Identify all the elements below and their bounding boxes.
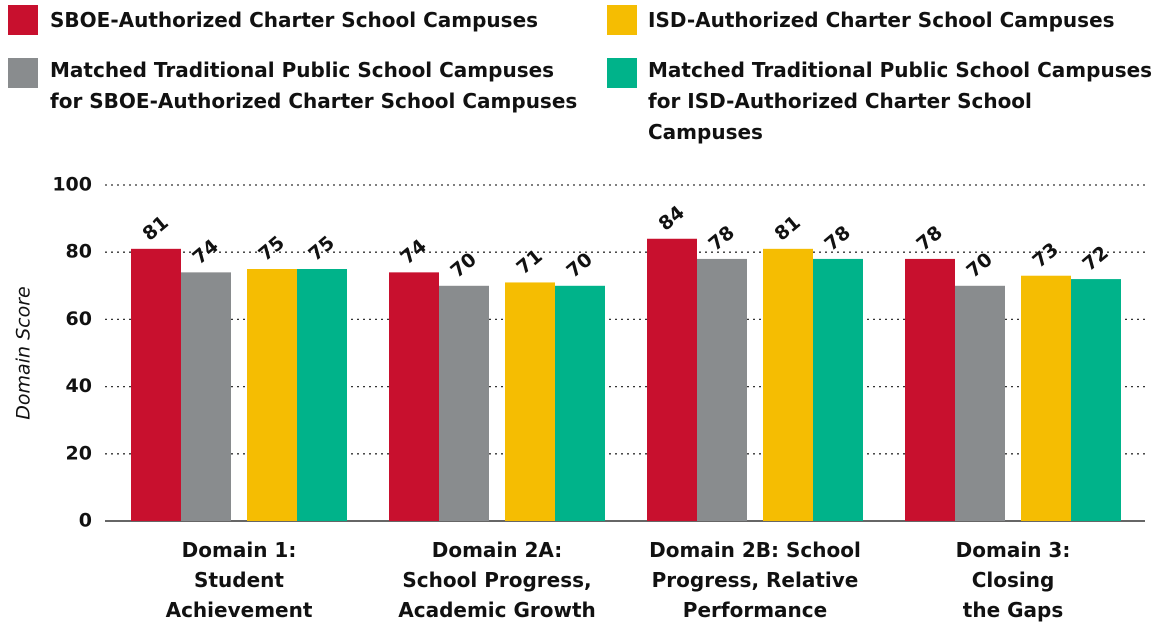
legend-label: ISD-Authorized Charter School Campuses [648, 8, 1115, 32]
bar [1021, 275, 1071, 521]
bar [439, 285, 489, 521]
data-label: 70 [562, 248, 596, 282]
bar [555, 285, 605, 521]
bar [763, 248, 813, 521]
bar [905, 258, 955, 521]
bar [647, 238, 697, 521]
bar [247, 269, 297, 521]
data-label: 70 [962, 248, 996, 282]
legend-label: Matched Traditional Public School Campus… [50, 58, 578, 113]
legend-label: Matched Traditional Public School Campus… [648, 58, 1153, 144]
y-axis-label: Domain Score [13, 286, 35, 419]
data-label: 75 [304, 232, 338, 266]
bar [181, 272, 231, 521]
data-label: 84 [654, 201, 688, 235]
y-tick-label: 20 [66, 442, 92, 464]
data-label: 81 [770, 212, 804, 246]
y-tick-label: 0 [79, 510, 92, 532]
data-label: 75 [254, 232, 288, 266]
legend-swatch [607, 5, 637, 35]
data-label: 70 [446, 248, 480, 282]
data-label: 71 [512, 245, 546, 279]
x-tick-label: Domain 1: Student Achievement [165, 538, 313, 622]
bar [297, 269, 347, 521]
x-tick-label: Domain 2A: School Progress, Academic Gro… [398, 538, 596, 622]
bar [1071, 279, 1121, 521]
x-tick-label: Domain 2B: School Progress, Relative Per… [649, 538, 861, 622]
bar [813, 258, 863, 521]
y-tick-label: 40 [66, 375, 92, 397]
data-label: 74 [188, 235, 222, 269]
y-tick-label: 100 [52, 174, 92, 196]
data-label: 78 [820, 222, 854, 256]
bar [389, 272, 439, 521]
bar [697, 258, 747, 521]
legend-swatch [607, 58, 637, 88]
bar [505, 282, 555, 521]
y-tick-label: 80 [66, 241, 92, 263]
legend-swatch [8, 5, 38, 35]
bar [955, 285, 1005, 521]
x-tick-label: Domain 3: Closing the Gaps [955, 538, 1071, 622]
legend-swatch [8, 58, 38, 88]
legend-label: SBOE-Authorized Charter School Campuses [50, 8, 539, 32]
bar [131, 248, 181, 521]
data-label: 72 [1078, 242, 1112, 276]
data-label: 81 [138, 212, 172, 246]
y-tick-label: 60 [66, 308, 92, 330]
data-label: 73 [1028, 238, 1062, 272]
data-label: 78 [704, 222, 738, 256]
data-label: 78 [912, 222, 946, 256]
data-label: 74 [396, 235, 430, 269]
